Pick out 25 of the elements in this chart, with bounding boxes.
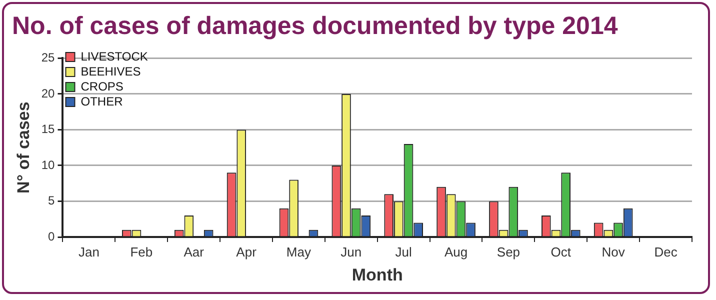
y-tick-label: 5 [48,194,56,208]
y-axis-title: N° of cases [14,102,33,194]
x-tick-label: Oct [550,244,572,260]
chart-title: No. of cases of damages documented by type 2014 [12,12,618,41]
x-tick-label: May [286,244,312,260]
x-tick-label: Jul [395,244,412,260]
legend-label: CROPS [80,79,124,94]
x-tick-label: Dec [654,244,678,260]
y-tick-label: 25 [41,50,56,65]
y-tick-label: 15 [41,122,56,136]
legend-label: LIVESTOCK [80,49,148,64]
y-tick-label: 20 [41,86,56,100]
x-tick-label: Apr [236,244,258,260]
y-tick-label: 10 [41,158,56,172]
x-tick-label: Feb [130,244,153,260]
legend-label: OTHER [80,94,124,108]
x-tick-label: Aar [184,244,205,260]
y-tick-label: 0 [48,229,56,244]
x-tick-label: Jun [340,244,362,260]
x-axis-title: Month [352,265,403,284]
x-tick-label: Sep [496,244,520,260]
x-tick-label: Aug [444,244,468,260]
legend-label: BEEHIVES [80,64,141,78]
x-tick-label: Nov [602,244,626,260]
x-tick-label: Jan [78,244,100,260]
